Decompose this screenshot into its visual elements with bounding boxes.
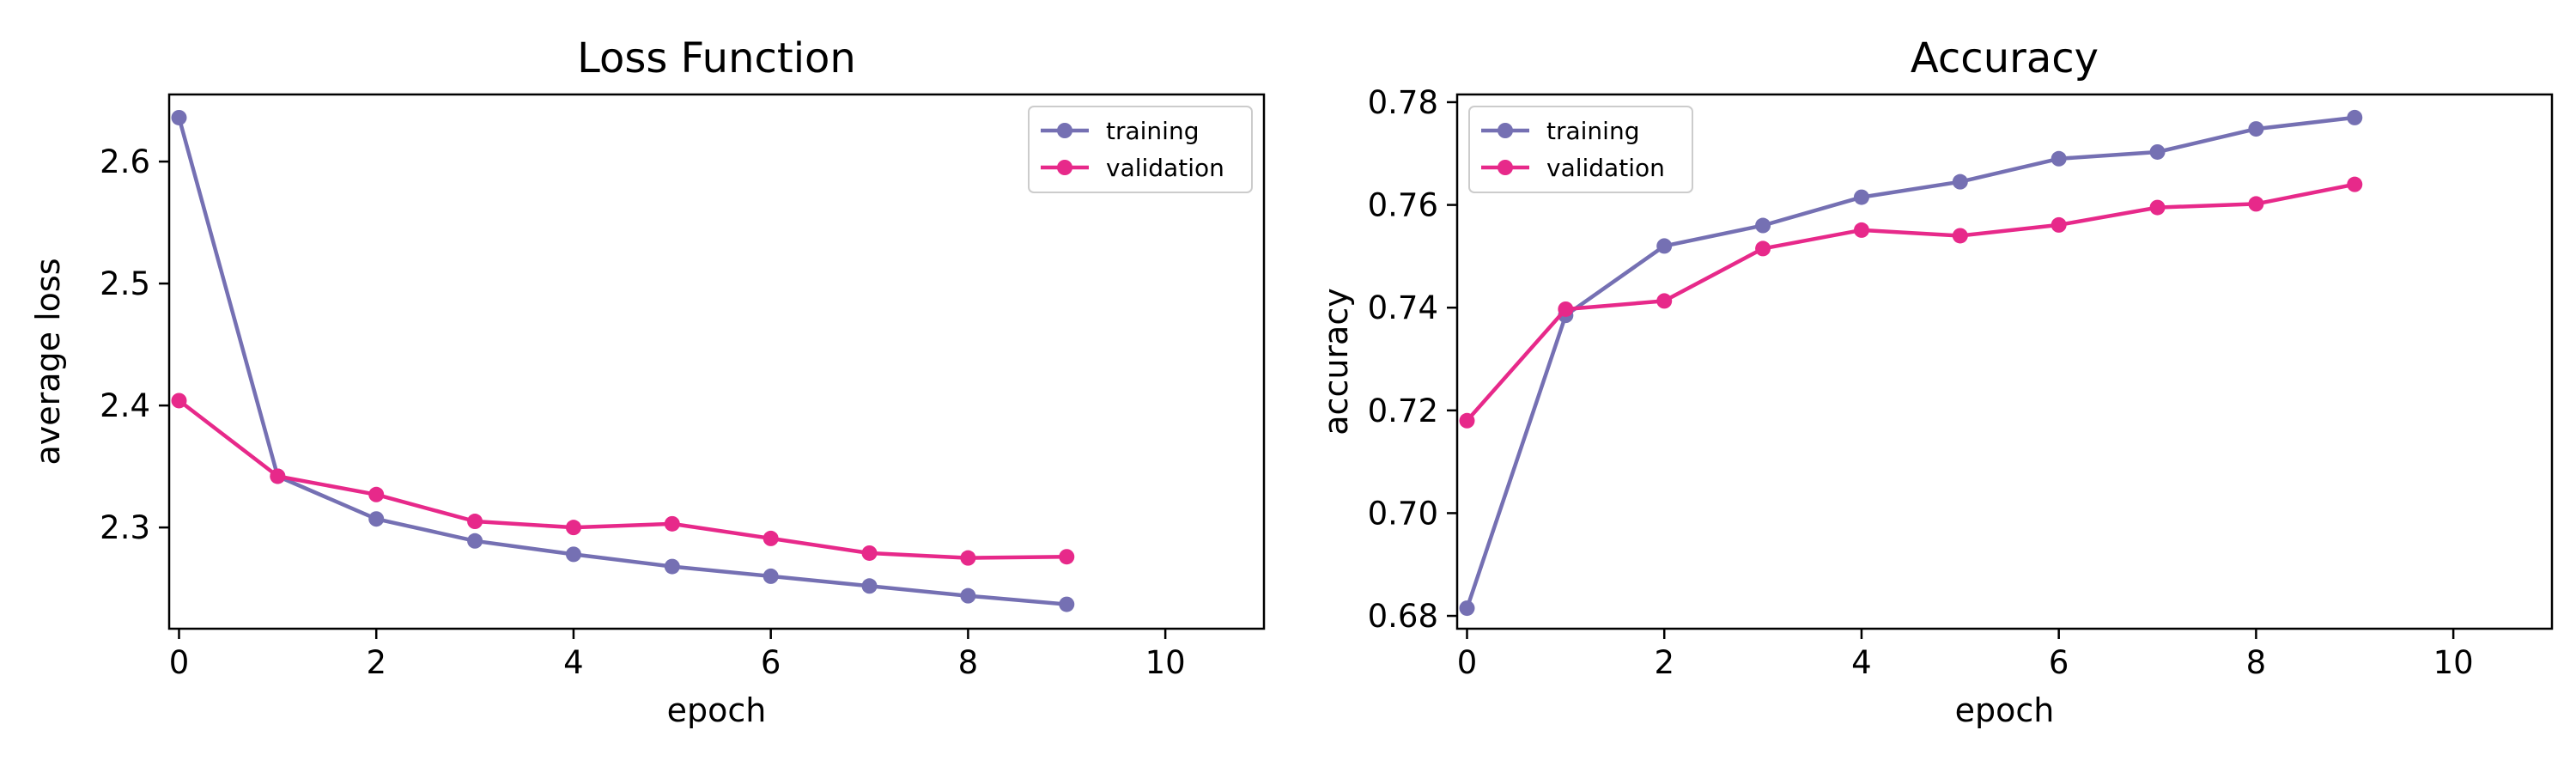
- x-tick-label: 2: [1654, 644, 1674, 681]
- data-point-training: [1853, 189, 1869, 205]
- data-point-validation: [1853, 222, 1869, 238]
- y-tick-label: 2.5: [100, 265, 150, 302]
- data-point-validation: [467, 514, 483, 530]
- chart-1: 0 2 4 6 8 10 2.3 2.4 2.5 2.6 Loss Function epoch ave…: [29, 34, 1266, 729]
- data-point-validation: [1558, 301, 1574, 317]
- legend-swatch-marker: [1057, 123, 1072, 138]
- data-point-training: [2050, 150, 2067, 167]
- data-point-training: [2149, 143, 2166, 160]
- y-tick-label: 2.3: [100, 509, 150, 546]
- data-point-validation: [1059, 549, 1075, 565]
- data-point-training: [1656, 238, 1673, 254]
- chart-title: Loss Function: [577, 34, 856, 82]
- chart-title: Accuracy: [1911, 34, 2099, 82]
- data-point-validation: [368, 486, 385, 502]
- data-point-training: [861, 578, 878, 594]
- data-point-training: [1755, 217, 1771, 234]
- data-point-training: [1059, 596, 1075, 612]
- y-tick-label: 2.6: [100, 143, 150, 180]
- data-point-training: [1459, 600, 1475, 617]
- data-point-validation: [762, 530, 779, 546]
- data-point-validation: [1656, 293, 1673, 309]
- x-tick-label: 4: [1851, 644, 1872, 681]
- data-point-validation: [2347, 176, 2363, 192]
- x-tick-label: 8: [958, 644, 979, 681]
- y-tick-label: 2.4: [100, 387, 150, 424]
- data-point-validation: [2149, 199, 2166, 216]
- data-point-training: [2347, 109, 2363, 125]
- data-point-training: [171, 109, 187, 125]
- data-point-validation: [1755, 240, 1771, 257]
- y-tick-label: 0.72: [1368, 393, 1438, 429]
- data-point-validation: [861, 545, 878, 561]
- legend-label-validation: validation: [1106, 154, 1224, 182]
- y-tick-label: 0.74: [1368, 289, 1438, 326]
- data-point-validation: [270, 468, 286, 484]
- legend-swatch-marker: [1498, 123, 1513, 138]
- data-point-validation: [2050, 216, 2067, 233]
- x-tick-label: 10: [1145, 644, 1186, 681]
- series-line-validation: [1465, 182, 2355, 423]
- x-axis-label: epoch: [1955, 691, 2055, 729]
- x-axis-label: epoch: [667, 691, 767, 729]
- data-point-validation: [1459, 412, 1475, 429]
- y-tick-label: 0.70: [1368, 495, 1438, 532]
- data-point-training: [368, 511, 385, 527]
- legend-label-training: training: [1546, 117, 1639, 145]
- data-point-training: [664, 558, 680, 575]
- x-tick-label: 10: [2433, 644, 2474, 681]
- legend-frame: [1028, 106, 1253, 193]
- legend-label-validation: validation: [1546, 154, 1665, 182]
- y-tick-label: 0.68: [1368, 598, 1438, 635]
- legend-swatch-marker: [1057, 160, 1072, 175]
- data-point-validation: [2248, 196, 2264, 212]
- x-tick-label: 0: [1457, 644, 1478, 681]
- data-point-validation: [664, 515, 680, 532]
- series-line-validation: [178, 399, 1067, 560]
- data-point-training: [2248, 121, 2264, 137]
- data-point-training: [1952, 173, 1968, 190]
- x-tick-label: 6: [2049, 644, 2069, 681]
- chart-2: 0 2 4 6 8 10 0.68 0.70 0.72 0.74 0.76 0.78 Accuracy e…: [1317, 34, 2554, 729]
- plot-frame: [167, 93, 1266, 630]
- y-tick-label: 0.76: [1368, 187, 1438, 224]
- x-tick-label: 2: [366, 644, 386, 681]
- data-point-validation: [1952, 228, 1968, 244]
- y-axis-label: accuracy: [1317, 288, 1355, 435]
- x-tick-label: 6: [761, 644, 781, 681]
- plot-frame: [1455, 93, 2554, 630]
- data-point-validation: [171, 393, 187, 409]
- legend: training validation: [1468, 106, 1693, 193]
- legend-label-training: training: [1106, 117, 1199, 145]
- data-point-training: [762, 568, 779, 584]
- data-point-training: [565, 546, 581, 563]
- y-axis-label: average loss: [29, 258, 67, 465]
- data-point-validation: [565, 520, 581, 536]
- series-line-training: [1465, 115, 2355, 609]
- legend-frame: [1468, 106, 1693, 193]
- series-line-training: [177, 117, 1067, 606]
- x-tick-label: 4: [563, 644, 584, 681]
- x-tick-label: 0: [169, 644, 190, 681]
- data-point-training: [960, 587, 976, 604]
- x-tick-label: 8: [2246, 644, 2267, 681]
- y-tick-label: 0.78: [1368, 84, 1438, 121]
- data-point-training: [467, 533, 483, 549]
- legend-swatch-marker: [1498, 160, 1513, 175]
- legend: training validation: [1028, 106, 1253, 193]
- data-point-validation: [960, 550, 976, 566]
